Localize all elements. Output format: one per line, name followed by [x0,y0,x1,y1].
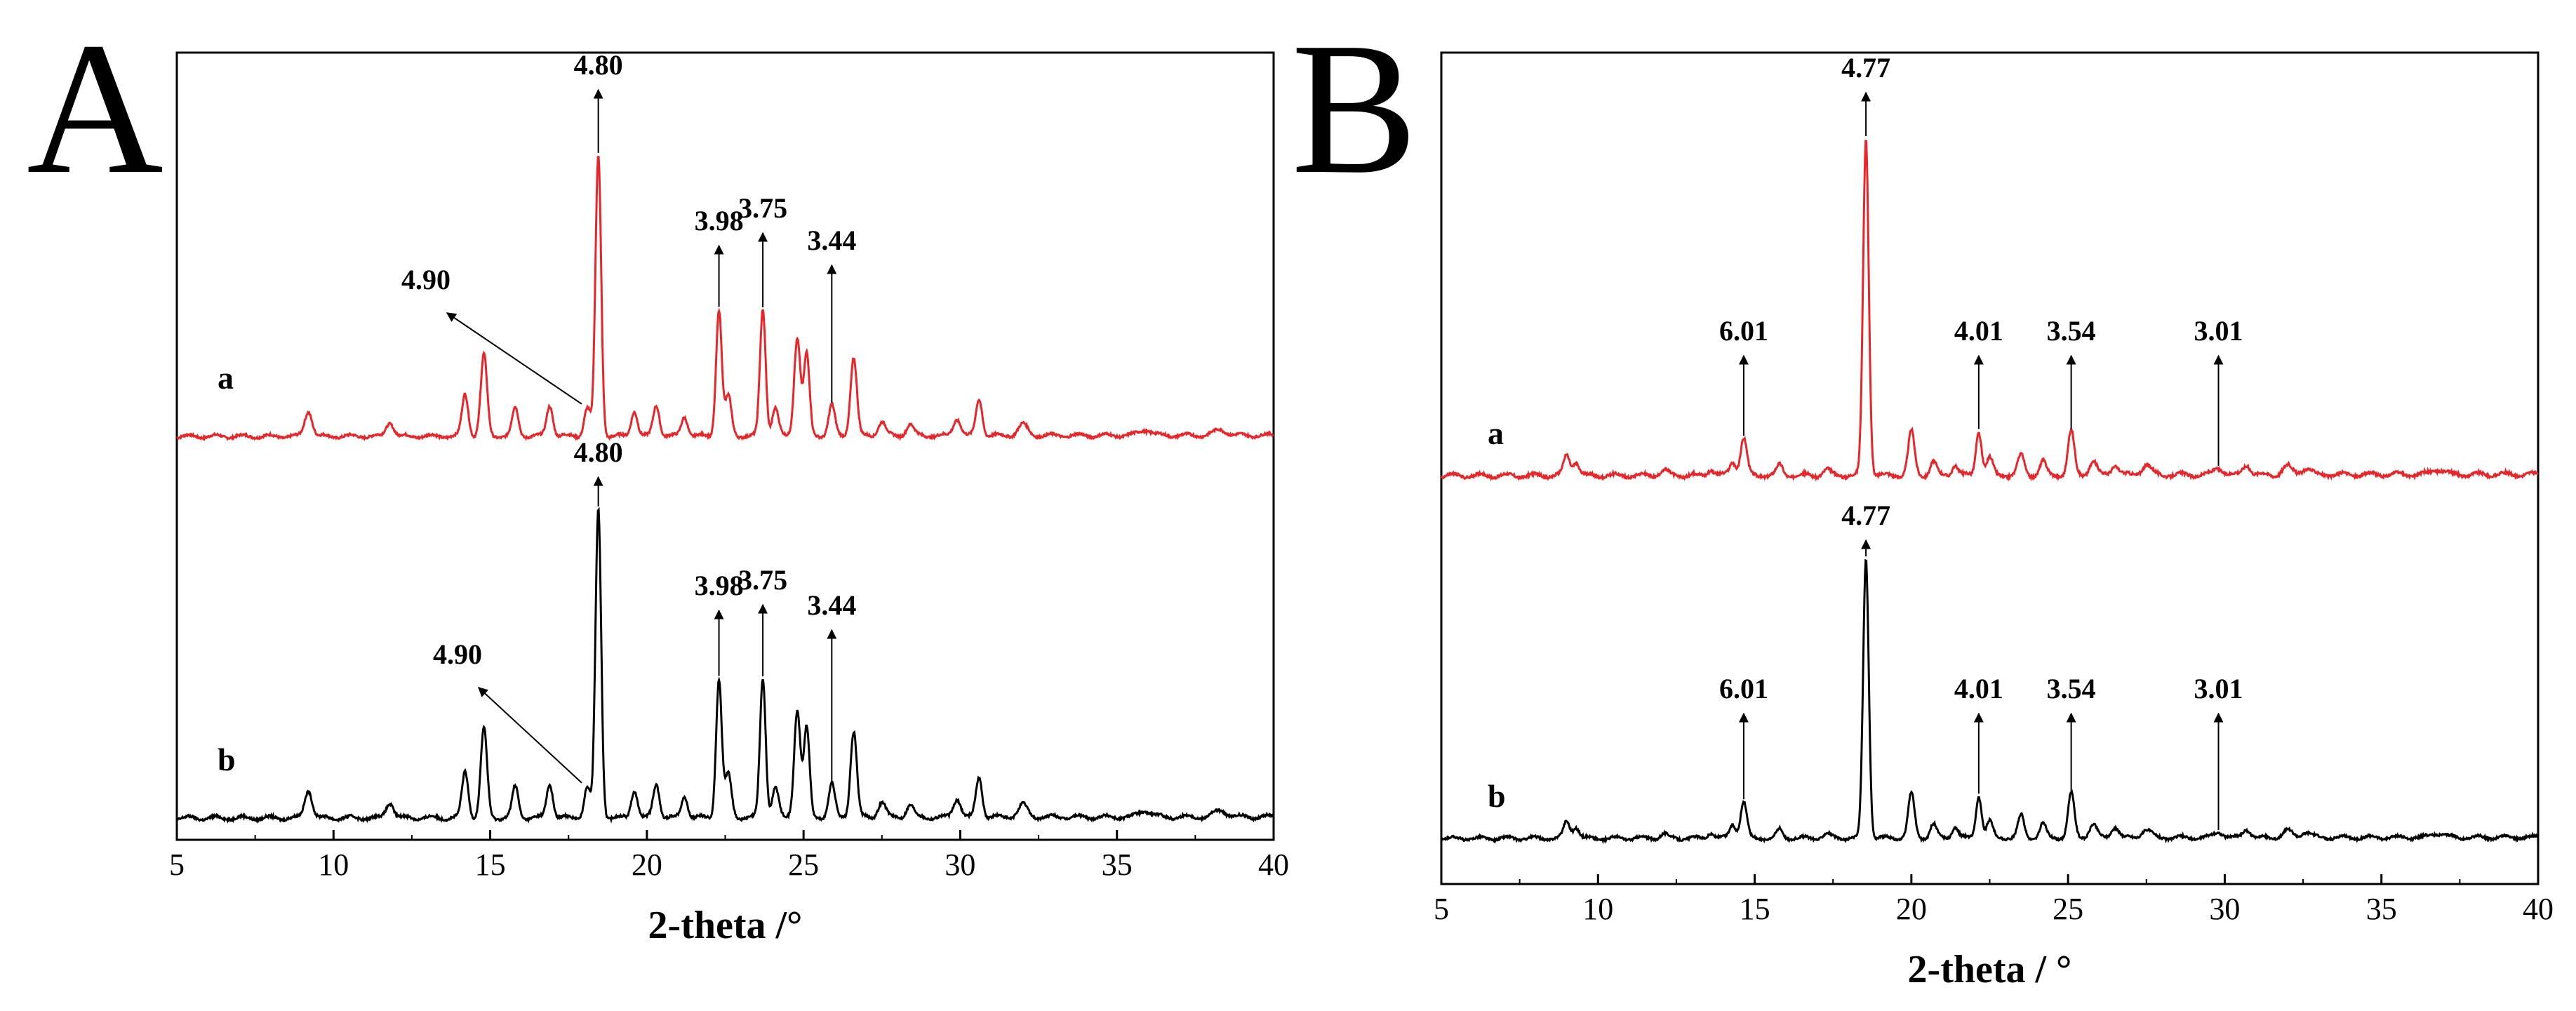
x-tick-label: 5 [1434,892,1449,926]
annotation-label: 3.54 [2047,315,2096,347]
annotation-label: 3.01 [2194,673,2243,704]
annotation-label: 4.80 [574,436,623,468]
annotation-label: 4.90 [401,264,451,295]
annotation-label: 4.77 [1841,500,1890,531]
series-line-a [176,156,1274,441]
annotation-label: 3.75 [738,564,787,596]
x-axis-label: 2-theta /° [648,904,803,947]
x-tick-label: 40 [2523,892,2554,926]
annotation-label: 3.44 [807,225,856,256]
x-tick-label: 20 [1896,892,1927,926]
annotation-label: 4.77 [1841,52,1890,83]
x-tick-label: 20 [632,848,662,882]
annotation-label: 4.90 [433,638,482,670]
series-label-a: a [1488,415,1504,451]
series-line-a [1440,140,2539,482]
x-tick-label: 15 [1740,892,1770,926]
annotation-label: 6.01 [1719,315,1768,347]
annotation-label: 3.01 [2194,315,2243,347]
annotation-label: 3.98 [695,205,744,236]
annotation-label: 4.80 [574,49,623,81]
series-label-a: a [218,360,234,396]
annotation-label: 3.75 [738,192,787,224]
panel-label-b: B [1291,4,1418,213]
series-line-b [1441,558,2539,845]
x-tick-label: 10 [1582,892,1613,926]
x-tick-label: 10 [318,848,349,882]
x-tick-label: 25 [2053,892,2083,926]
annotation-label: 3.44 [807,589,856,621]
x-tick-label: 5 [169,848,185,882]
annotation-label: 4.01 [1954,673,2003,704]
annotation-arrow [446,312,582,405]
annotation-label: 3.98 [695,570,744,601]
annotation-label: 3.54 [2047,673,2096,704]
annotation-arrow [477,687,582,784]
series-label-b: b [218,742,236,777]
series-label-b: b [1488,778,1506,814]
annotation-label: 6.01 [1719,673,1768,704]
x-axis-label: 2-theta / ° [1908,948,2072,991]
x-tick-label: 30 [945,848,975,882]
x-tick-label: 35 [2366,892,2397,926]
plot-frame [1440,51,2540,885]
annotation-label: 4.01 [1954,315,2003,347]
x-tick-label: 25 [788,848,819,882]
series-line-b [176,507,1275,824]
x-tick-label: 35 [1102,848,1133,882]
panel-label-a: A [27,4,163,213]
x-tick-label: 40 [1258,848,1289,882]
x-tick-label: 30 [2209,892,2240,926]
x-tick-label: 15 [475,848,506,882]
